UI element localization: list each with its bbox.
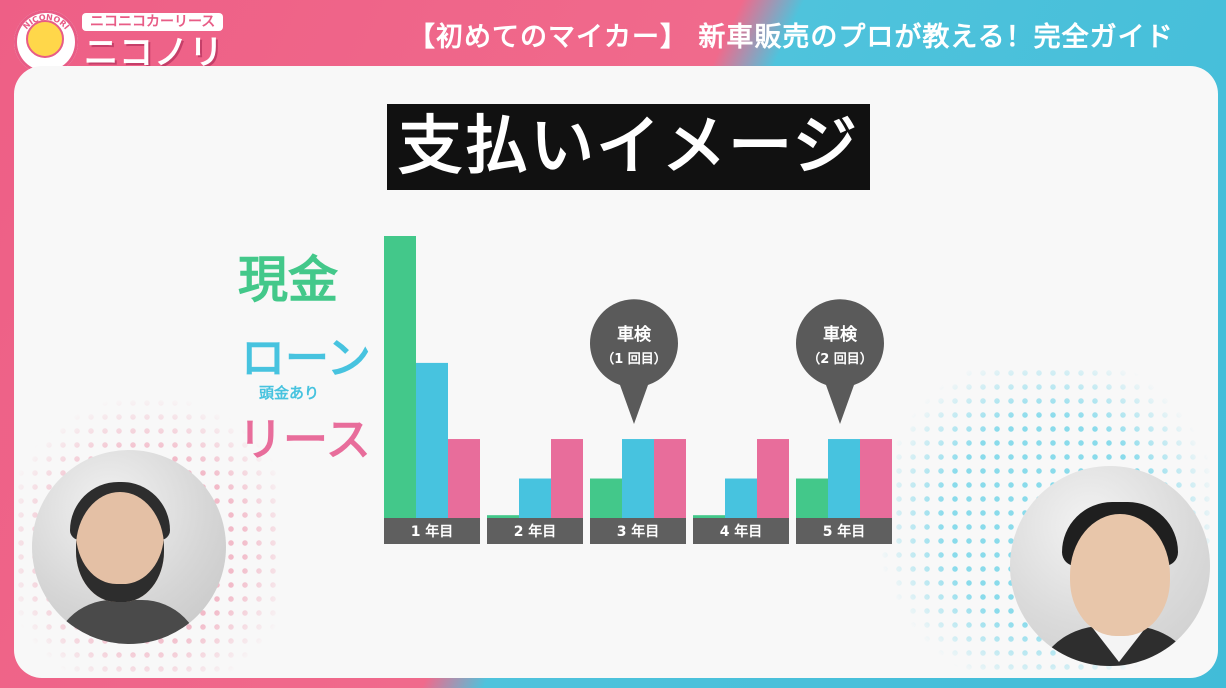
brand-subtitle: ニコニコカーリース: [82, 13, 224, 31]
bar-1-1: [519, 478, 551, 518]
brand-logo-icon: NICONORI: [14, 10, 78, 74]
chart-title: 支払いイメージ: [387, 104, 870, 190]
payment-bar-chart: 1 年目 2 年目 3 年目 4 年目 5 年目 車検 （1 回目） 車検 （2 回目）: [384, 236, 892, 544]
bar-0-0: [384, 236, 416, 518]
bar-1-4: [828, 439, 860, 518]
x-label-bg-0: [384, 518, 480, 544]
inspection-callout-subtitle: （1 回目）: [601, 351, 667, 367]
inspection-callout-title: 車検: [823, 324, 858, 345]
inspection-callout-bubble: [795, 299, 884, 424]
inspection-callout-subtitle: （2 回目）: [807, 351, 873, 367]
video-title: 【初めてのマイカー】 新車販売のプロが教える！完全ガイド: [408, 22, 1174, 53]
bar-2-2: [654, 439, 686, 518]
bar-2-4: [860, 439, 892, 518]
bar-1-0: [416, 362, 448, 518]
x-label-bg-2: [590, 518, 686, 544]
legend-loan: ローン: [241, 333, 371, 384]
presenter-left-avatar: [32, 450, 226, 644]
presenter-left-head: [76, 492, 164, 602]
presenter-right-head: [1070, 514, 1170, 636]
bar-0-2: [590, 478, 622, 518]
bar-1-3: [725, 478, 757, 518]
bar-0-1: [487, 515, 519, 518]
x-label-bg-1: [487, 518, 583, 544]
bar-0-3: [693, 515, 725, 518]
x-tick-label: 4 年目: [720, 523, 763, 540]
presenter-left-body: [52, 600, 202, 644]
presenter-right-avatar: [1010, 466, 1210, 666]
x-label-bg-4: [796, 518, 892, 544]
inspection-callout-title: 車検: [617, 324, 652, 345]
bar-1-2: [622, 439, 654, 518]
brand-logo-area: NICONORI ニコニコカーリース ニコノリ: [14, 10, 224, 76]
legend-loan-note: 頭金あり: [259, 384, 320, 402]
x-tick-label: 1 年目: [411, 523, 454, 540]
x-tick-label: 5 年目: [823, 523, 866, 540]
bar-2-0: [448, 439, 480, 518]
bar-2-3: [757, 439, 789, 518]
bar-2-1: [551, 439, 583, 518]
inspection-callout-bubble: [589, 299, 678, 424]
x-tick-label: 2 年目: [514, 523, 557, 540]
x-label-bg-3: [693, 518, 789, 544]
legend-lease: リース: [238, 413, 371, 466]
x-tick-label: 3 年目: [617, 523, 660, 540]
bar-0-4: [796, 478, 828, 518]
legend-cash: 現金: [238, 251, 338, 309]
brand-name: ニコノリ: [84, 33, 224, 73]
smile-face-icon: [26, 20, 64, 58]
